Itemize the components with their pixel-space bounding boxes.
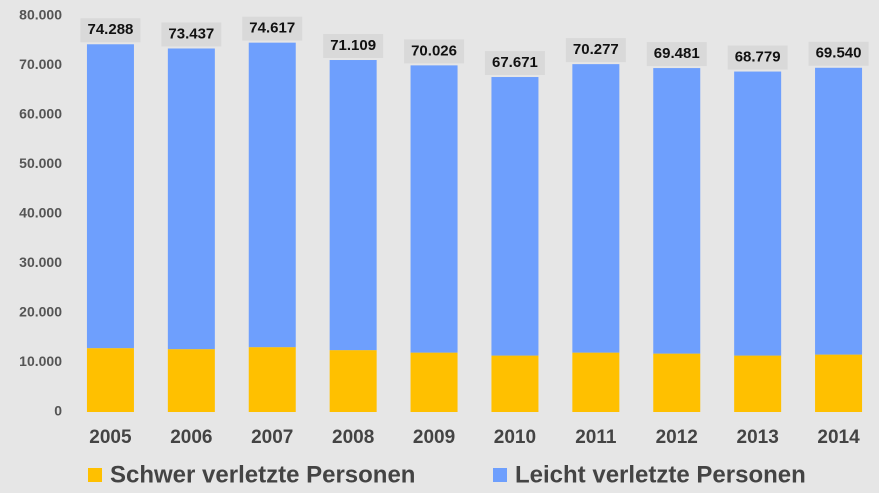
- total-label: 74.288: [88, 21, 134, 38]
- bar-segment: [410, 65, 458, 353]
- bar-segment: [734, 71, 782, 356]
- legend-swatch: [493, 468, 507, 482]
- bar-segment: [86, 44, 134, 349]
- bar-segment: [815, 67, 863, 355]
- y-tick-label: 80.000: [19, 7, 62, 23]
- bar-segment: [491, 355, 539, 412]
- x-tick-label: 2014: [817, 427, 860, 448]
- bar-segment: [329, 350, 377, 412]
- y-tick-label: 40.000: [19, 205, 62, 221]
- legend-swatch: [88, 468, 102, 482]
- total-label-box: [727, 45, 788, 70]
- bar-segment: [572, 352, 620, 412]
- total-label: 69.481: [654, 45, 700, 62]
- total-label: 73.437: [168, 25, 214, 42]
- bar-segment: [410, 352, 458, 412]
- total-label: 74.617: [249, 20, 295, 37]
- total-label: 67.671: [492, 54, 538, 71]
- total-label: 69.540: [816, 45, 862, 62]
- total-label-box: [80, 18, 141, 43]
- bar-segment: [653, 353, 701, 412]
- y-tick-label: 60.000: [19, 106, 62, 122]
- y-tick-label: 0: [54, 403, 62, 419]
- bar-segment: [734, 355, 782, 412]
- total-label: 70.026: [411, 42, 457, 59]
- y-tick-label: 10.000: [19, 353, 62, 369]
- y-tick-label: 20.000: [19, 304, 62, 320]
- y-tick-label: 50.000: [19, 155, 62, 171]
- y-tick-label: 30.000: [19, 254, 62, 270]
- total-label-box: [808, 41, 869, 66]
- total-label-box: [323, 34, 384, 59]
- y-tick-label: 70.000: [19, 56, 62, 72]
- total-label-box: [242, 16, 303, 41]
- total-label: 70.277: [573, 41, 619, 58]
- x-tick-label: 2006: [170, 427, 212, 448]
- total-label-box: [484, 51, 545, 76]
- bar-segment: [248, 42, 296, 348]
- x-tick-label: 2011: [575, 427, 617, 448]
- bar-segment: [329, 60, 377, 351]
- total-label-box: [161, 22, 222, 47]
- bar-segment: [86, 348, 134, 412]
- bar-segment: [167, 48, 215, 350]
- x-tick-label: 2005: [89, 427, 132, 448]
- bar-segment: [248, 347, 296, 412]
- total-label: 71.109: [330, 37, 376, 54]
- bar-segment: [815, 354, 863, 412]
- bar-segment: [572, 64, 620, 353]
- bar-segment: [491, 77, 539, 356]
- bar-segment: [653, 68, 701, 354]
- total-label-box: [404, 39, 465, 64]
- x-tick-label: 2009: [413, 427, 455, 448]
- total-label-box: [646, 42, 707, 67]
- legend-label: Schwer verletzte Personen: [110, 461, 415, 488]
- x-tick-label: 2008: [332, 427, 374, 448]
- total-label-box: [565, 38, 626, 63]
- legend-label: Leicht verletzte Personen: [515, 461, 806, 488]
- x-tick-label: 2012: [656, 427, 698, 448]
- x-tick-label: 2013: [737, 427, 779, 448]
- x-tick-label: 2010: [494, 427, 536, 448]
- bar-segment: [167, 349, 215, 412]
- x-tick-label: 2007: [251, 427, 293, 448]
- total-label: 68.779: [735, 49, 781, 66]
